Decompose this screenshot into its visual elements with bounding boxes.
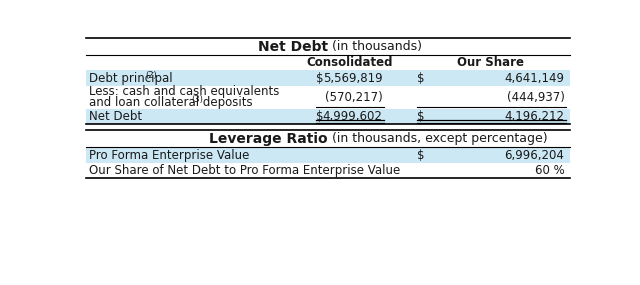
Bar [86,86,570,109]
Bar [86,55,570,70]
Text: 6,996,204: 6,996,204 [504,148,564,162]
Text: $: $ [417,110,424,123]
Text: (in thousands, except percentage): (in thousands, except percentage) [328,133,548,145]
Text: Consolidated: Consolidated [306,56,392,69]
Text: 60 %: 60 % [534,164,564,177]
Text: Our Share: Our Share [457,56,524,69]
Bar [86,163,570,178]
Text: Our Share of Net Debt to Pro Forma Enterprise Value: Our Share of Net Debt to Pro Forma Enter… [90,164,401,177]
Text: $: $ [417,72,424,85]
Text: Leverage Ratio: Leverage Ratio [209,132,328,146]
Bar [86,70,570,86]
Text: 5,569,819: 5,569,819 [323,72,382,85]
Text: (2): (2) [145,70,157,80]
Bar [86,38,570,55]
Text: Net Debt: Net Debt [90,110,143,123]
Text: Net Debt: Net Debt [258,40,328,54]
Text: $: $ [316,110,324,123]
Text: 4,196,212: 4,196,212 [504,110,564,123]
Text: (3): (3) [191,95,204,104]
Bar [86,131,570,147]
Text: (570,217): (570,217) [324,91,382,104]
Text: 4,641,149: 4,641,149 [504,72,564,85]
Text: (444,937): (444,937) [506,91,564,104]
Bar [86,147,570,163]
Text: (in thousands): (in thousands) [328,40,422,53]
Text: 4,999,602: 4,999,602 [323,110,382,123]
Text: Less: cash and cash equivalents: Less: cash and cash equivalents [90,86,280,98]
Text: Debt principal: Debt principal [90,72,173,85]
Text: $: $ [316,72,324,85]
Bar [86,109,570,124]
Text: and loan collateral deposits: and loan collateral deposits [90,96,253,109]
Text: $: $ [417,148,424,162]
Text: Pro Forma Enterprise Value: Pro Forma Enterprise Value [90,148,250,162]
